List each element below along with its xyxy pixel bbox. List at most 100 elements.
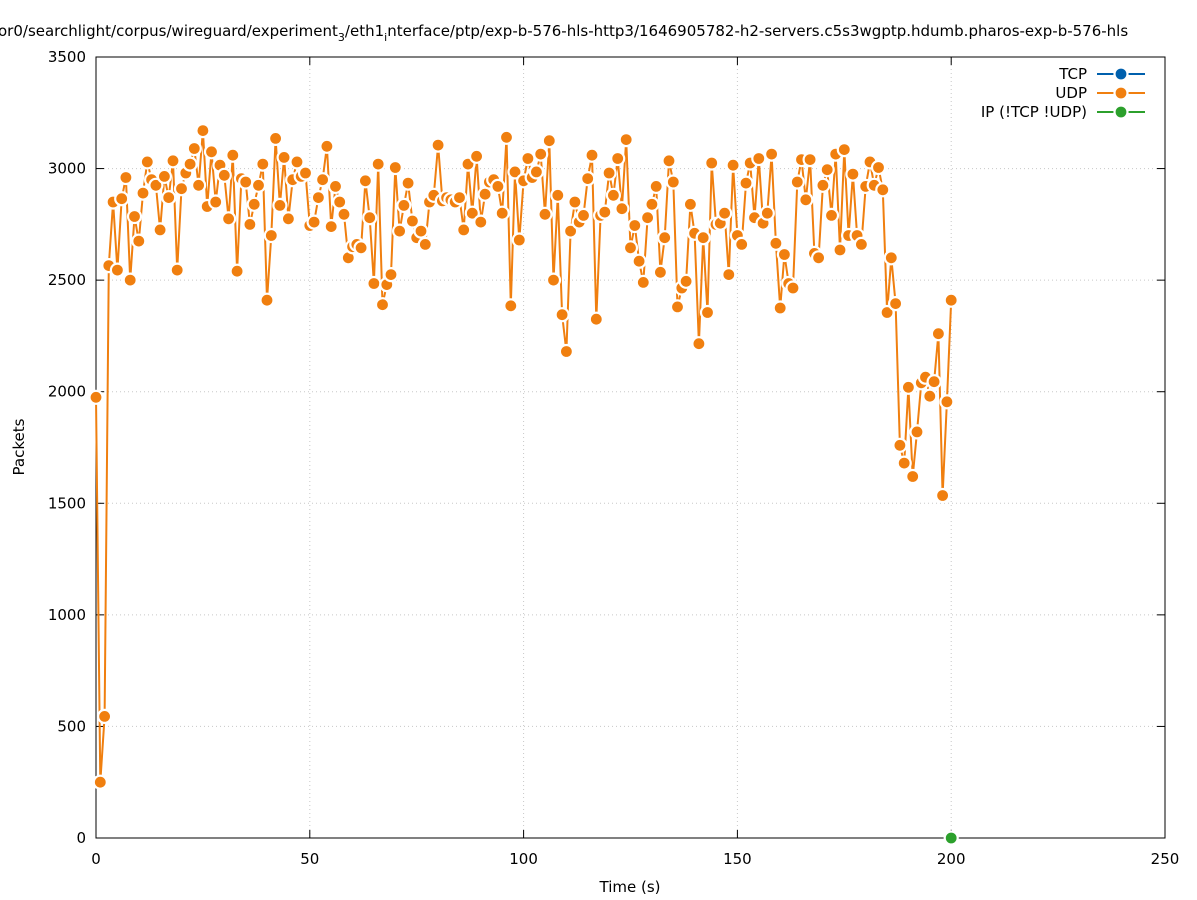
- legend-label: IP (!TCP !UDP): [981, 103, 1087, 121]
- data-point: [243, 218, 256, 231]
- data-point: [680, 275, 693, 288]
- data-point: [547, 274, 560, 287]
- x-tick-label: 50: [300, 850, 319, 868]
- data-point: [560, 345, 573, 358]
- data-point: [663, 154, 676, 167]
- data-point: [457, 223, 470, 236]
- data-point: [137, 187, 150, 200]
- data-point: [338, 208, 351, 221]
- legend-marker: [1115, 68, 1128, 81]
- data-point: [534, 148, 547, 161]
- data-point: [658, 231, 671, 244]
- data-point: [727, 159, 740, 172]
- data-point: [329, 180, 342, 193]
- data-point: [607, 189, 620, 202]
- data-point: [393, 225, 406, 238]
- data-point: [932, 327, 945, 340]
- data-point: [816, 179, 829, 192]
- data-point: [911, 425, 924, 438]
- data-point: [325, 220, 338, 233]
- data-point: [389, 161, 402, 174]
- data-point: [889, 297, 902, 310]
- data-point: [641, 211, 654, 224]
- data-point: [778, 248, 791, 261]
- data-point: [278, 151, 291, 164]
- data-point: [846, 168, 859, 181]
- data-point: [94, 776, 107, 789]
- data-point: [419, 238, 432, 251]
- data-point: [521, 152, 534, 165]
- data-point: [825, 209, 838, 222]
- data-point: [928, 375, 941, 388]
- data-point: [556, 308, 569, 321]
- data-point: [474, 216, 487, 229]
- data-point: [765, 148, 778, 161]
- data-point: [654, 266, 667, 279]
- plot-frame: [96, 57, 1165, 838]
- data-point: [256, 158, 269, 171]
- data-point: [902, 381, 915, 394]
- data-point: [923, 390, 936, 403]
- data-point: [568, 196, 581, 209]
- data-point: [671, 300, 684, 313]
- data-point: [697, 231, 710, 244]
- data-point: [551, 189, 564, 202]
- data-point: [320, 140, 333, 153]
- x-tick-label: 150: [723, 850, 752, 868]
- x-tick-label: 200: [937, 850, 966, 868]
- data-point: [355, 241, 368, 254]
- y-tick-label: 0: [76, 829, 86, 847]
- data-point: [376, 298, 389, 311]
- y-tick-label: 2000: [48, 383, 86, 401]
- data-point: [252, 179, 265, 192]
- data-point: [308, 216, 321, 229]
- data-point: [872, 161, 885, 174]
- data-point: [402, 177, 415, 190]
- data-point: [316, 173, 329, 186]
- x-tick-label: 0: [91, 850, 101, 868]
- data-point: [603, 167, 616, 180]
- data-point: [637, 276, 650, 289]
- data-point: [124, 274, 137, 287]
- data-point: [491, 180, 504, 193]
- y-tick-label: 2500: [48, 271, 86, 289]
- data-point: [231, 265, 244, 278]
- chart-title-part-1: or0/searchlight/corpus/wireguard/experim…: [0, 22, 338, 40]
- data-point: [385, 268, 398, 281]
- x-tick-label: 100: [509, 850, 538, 868]
- chart-title-part-3: nterface/ptp/exp-b-576-hls-http3/1646905…: [387, 22, 1128, 40]
- data-point: [115, 192, 128, 205]
- data-point: [722, 268, 735, 281]
- chart-title-part-2: /eth1: [345, 22, 384, 40]
- data-point: [705, 157, 718, 170]
- data-point: [885, 251, 898, 264]
- x-axis-label: Time (s): [599, 878, 661, 896]
- data-point: [226, 149, 239, 162]
- data-point: [265, 229, 278, 242]
- data-point: [821, 163, 834, 176]
- data-point: [273, 199, 286, 212]
- data-point: [432, 139, 445, 152]
- data-point: [299, 167, 312, 180]
- data-point: [222, 212, 235, 225]
- data-point: [188, 142, 201, 155]
- data-point: [367, 277, 380, 290]
- data-point: [154, 223, 167, 236]
- data-point: [158, 170, 171, 183]
- data-point: [363, 211, 376, 224]
- data-point: [804, 153, 817, 166]
- data-point: [291, 155, 304, 168]
- data-point: [119, 171, 132, 184]
- data-point: [90, 391, 103, 404]
- data-point: [192, 179, 205, 192]
- data-point: [598, 206, 611, 219]
- data-point: [761, 207, 774, 220]
- data-point: [333, 196, 346, 209]
- data-point: [479, 188, 492, 201]
- data-point: [940, 395, 953, 408]
- data-point: [415, 225, 428, 238]
- y-tick-label: 1500: [48, 494, 86, 512]
- data-point: [132, 235, 145, 248]
- data-point: [590, 313, 603, 326]
